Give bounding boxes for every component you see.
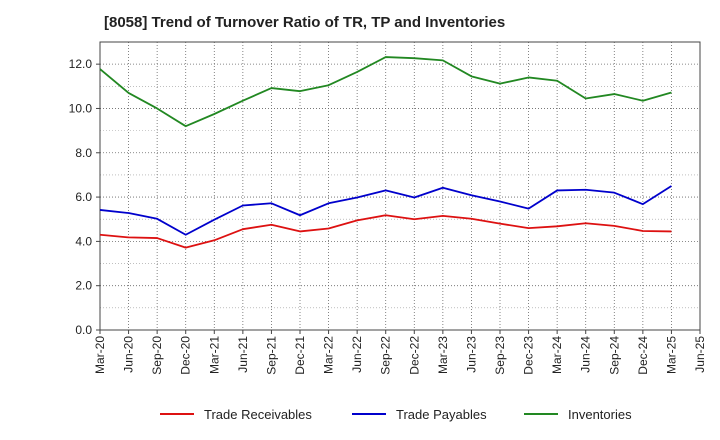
y-tick-label: 12.0 [69, 57, 93, 71]
x-tick-label: Dec-20 [179, 336, 193, 375]
y-tick-label: 8.0 [75, 146, 92, 160]
series-line-trade-receivables [99, 214, 672, 249]
legend-label: Trade Payables [396, 407, 487, 422]
y-tick-label: 4.0 [75, 234, 92, 248]
x-tick-label: Dec-23 [522, 336, 536, 375]
plot-frame [99, 41, 701, 331]
x-tick-label: Mar-21 [207, 336, 221, 374]
y-tick-label: 2.0 [75, 279, 92, 293]
x-tick-label: Sep-24 [607, 336, 621, 375]
x-tick-label: Sep-20 [150, 336, 164, 375]
y-tick-label: 10.0 [69, 101, 93, 115]
x-tick-label: Jun-20 [122, 336, 136, 373]
x-tick-label: Dec-24 [636, 336, 650, 375]
x-tick-label: Sep-21 [264, 336, 278, 375]
x-tick-label: Mar-25 [664, 336, 678, 374]
x-tick-label: Mar-22 [322, 336, 336, 374]
x-tick-label: Jun-23 [464, 336, 478, 373]
legend-label: Trade Receivables [204, 407, 312, 422]
legend-label: Inventories [568, 407, 632, 422]
x-tick-label: Mar-24 [550, 336, 564, 374]
series-line-inventories [99, 56, 672, 128]
y-tick-label: 0.0 [75, 323, 92, 337]
x-tick-label: Jun-24 [579, 336, 593, 373]
x-tick-label: Jun-25 [693, 336, 707, 373]
x-tick-label: Dec-22 [407, 336, 421, 375]
x-tick-label: Mar-23 [436, 336, 450, 374]
series-layer [99, 56, 672, 249]
axis-layer: 0.0 2.0 4.0 6.0 8.0 10.0 12.0 Mar-20 Jun-20 Sep-2… [69, 41, 707, 375]
y-tick-label: 6.0 [75, 190, 92, 204]
chart-title: [8058] Trend of Turnover Ratio of TR, TP… [104, 14, 506, 31]
series-line-trade-payables [99, 185, 672, 236]
grid-layer [100, 42, 700, 330]
x-tick-label: Dec-21 [293, 336, 307, 375]
x-tick-label: Sep-22 [379, 336, 393, 375]
x-tick-label: Jun-21 [236, 336, 250, 373]
x-tick-label: Mar-20 [93, 336, 107, 374]
x-tick-label: Sep-23 [493, 336, 507, 375]
x-tick-label: Jun-22 [350, 336, 364, 373]
legend: Trade Receivables Trade Payables Inventori… [160, 407, 632, 422]
